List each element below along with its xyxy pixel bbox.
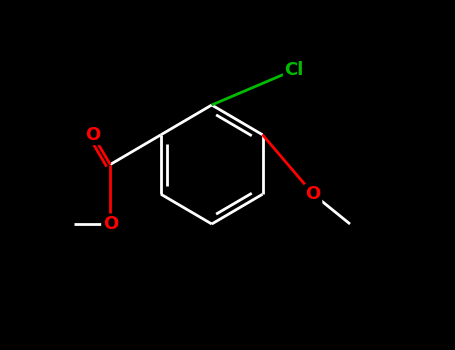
Text: O: O (85, 126, 101, 144)
Text: O: O (306, 185, 321, 203)
Text: O: O (103, 215, 118, 233)
Text: Cl: Cl (284, 61, 303, 79)
